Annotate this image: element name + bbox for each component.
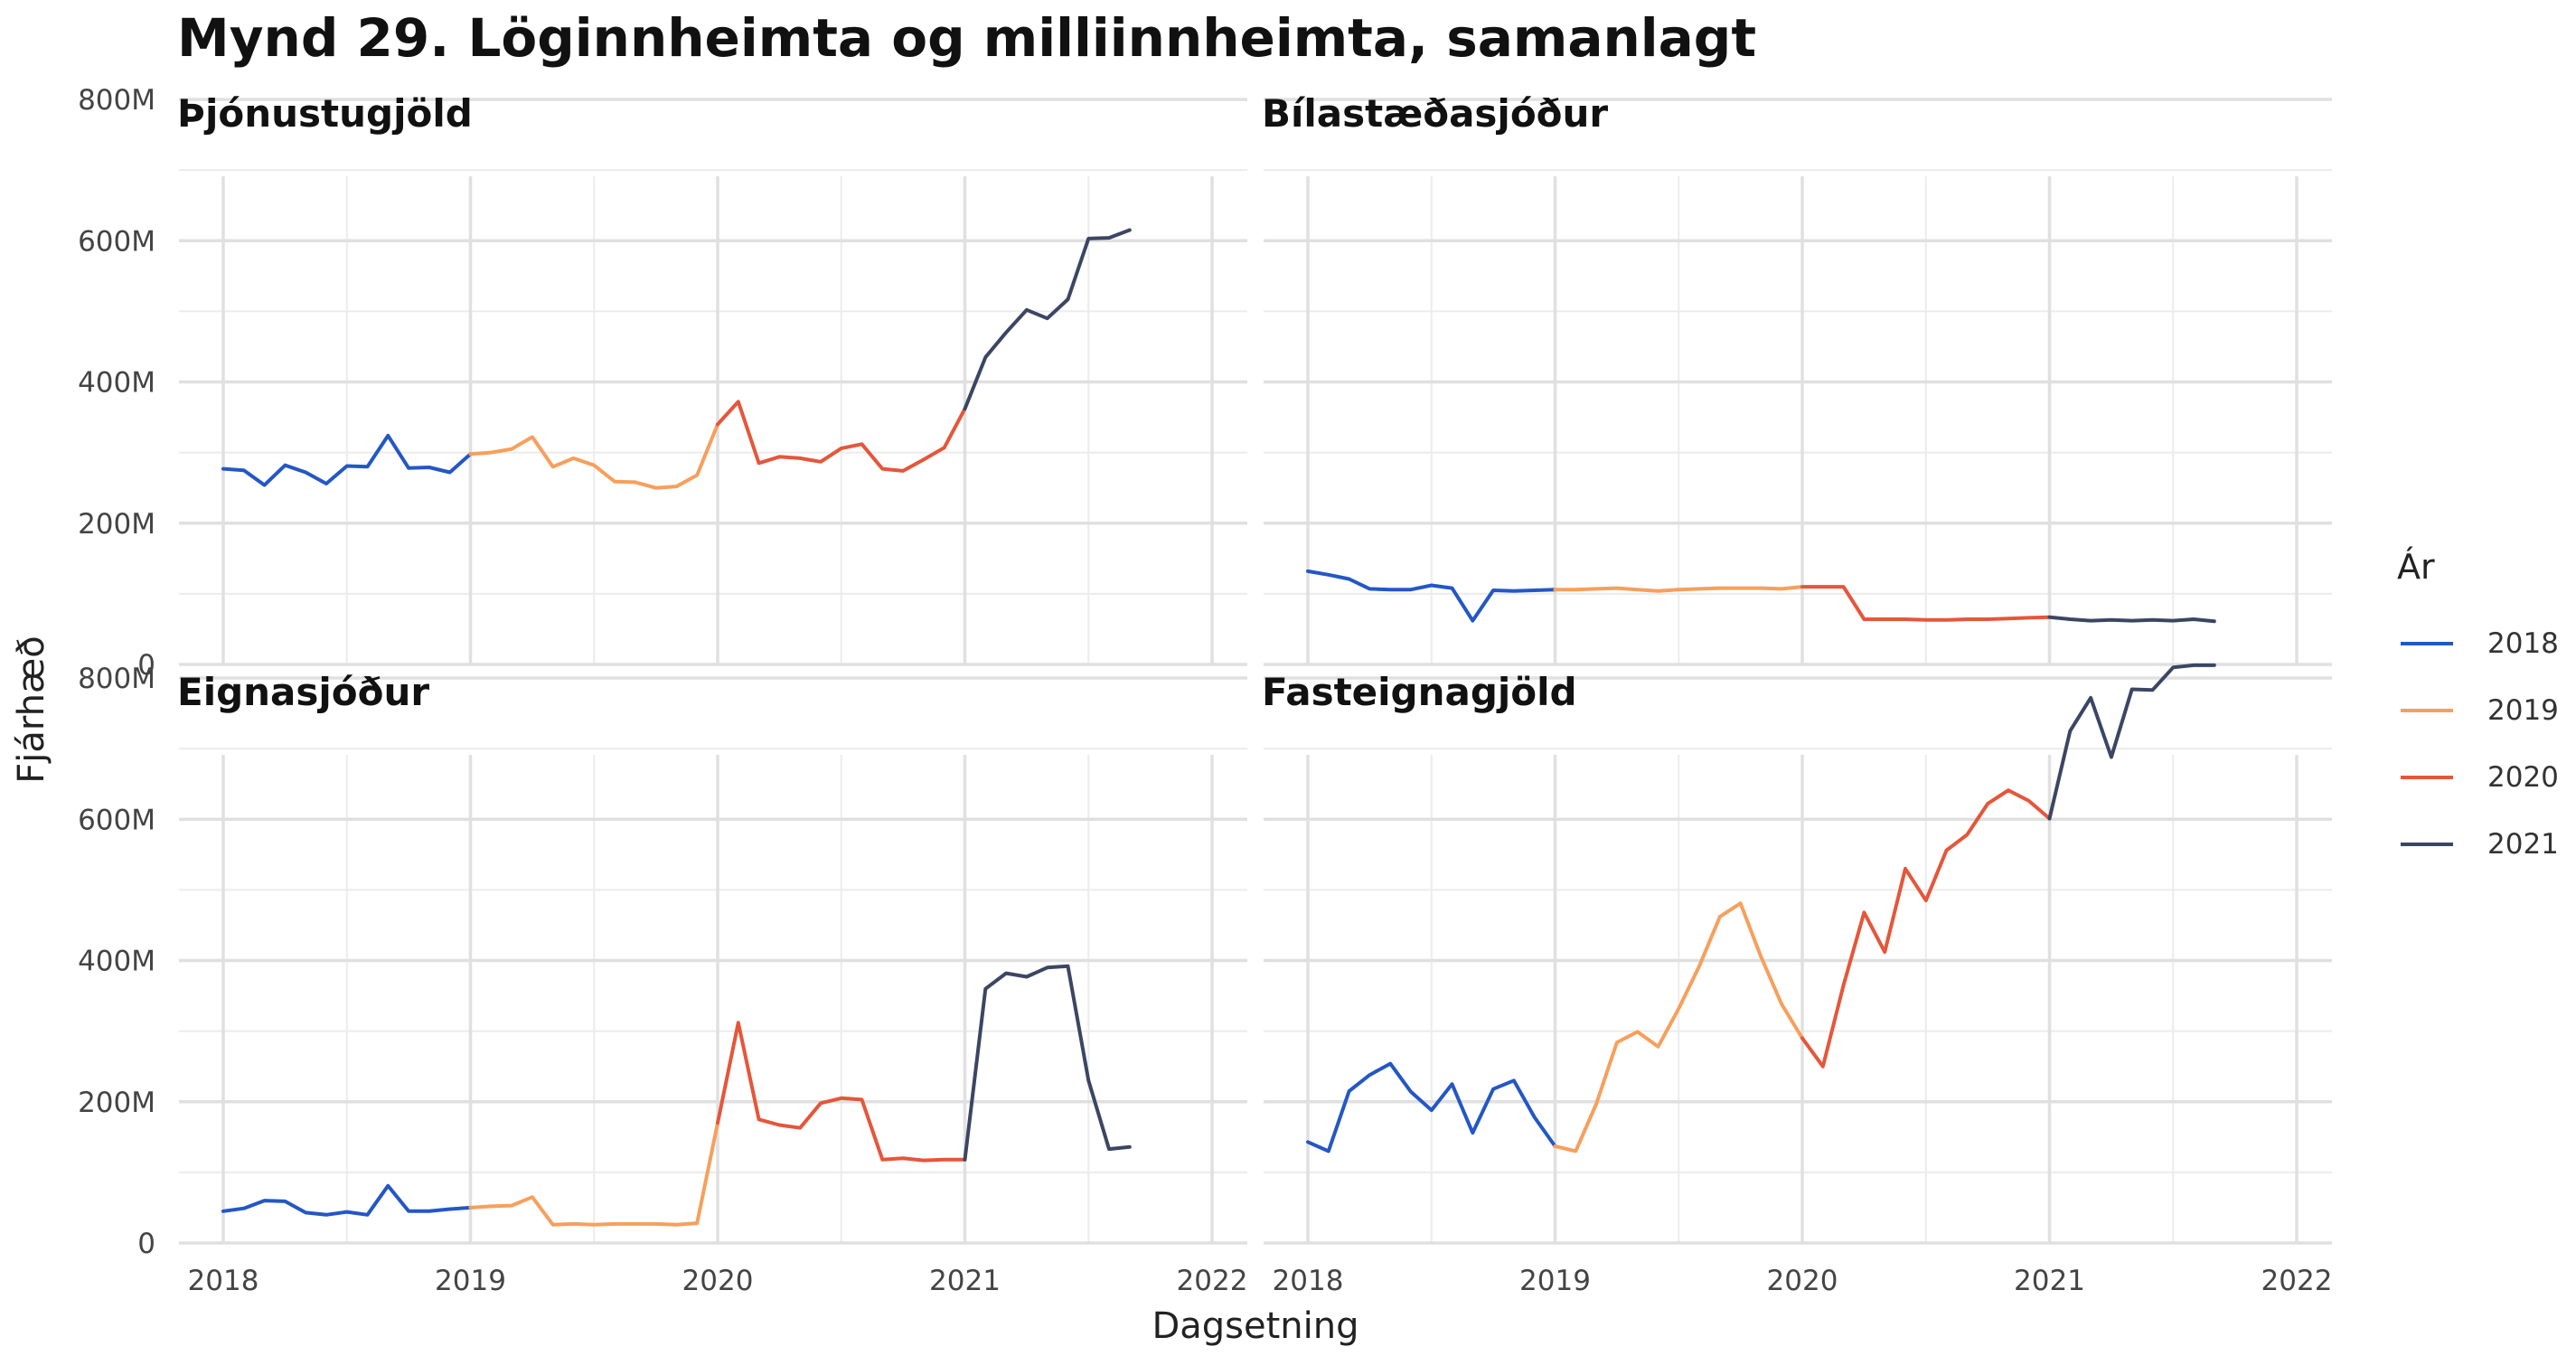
legend-item-2021: 2021 (2401, 826, 2559, 862)
x-tick-label: 2020 (682, 1265, 754, 1297)
series-line-2021 (963, 964, 1132, 1162)
y-tick-label: 0 (137, 1228, 155, 1260)
facet-title: Fasteignagjöld (1262, 670, 1577, 714)
legend-label-2018: 2018 (2487, 627, 2559, 660)
y-tick-label: 400M (78, 367, 155, 400)
y-tick-label: 200M (78, 1087, 155, 1119)
x-tick-label: 2022 (2261, 1265, 2333, 1297)
legend-item-2018: 2018 (2401, 626, 2559, 662)
series-line-2019 (468, 1121, 719, 1227)
y-tick-label: 200M (78, 508, 155, 541)
series-line-2020 (1800, 585, 2052, 622)
legend-label-2021: 2021 (2487, 828, 2559, 861)
y-tick-label: 800M (78, 84, 155, 117)
series-line-2018 (221, 1183, 473, 1217)
y-tick-label: 0 (137, 649, 155, 682)
legend-label-2020: 2020 (2487, 761, 2559, 794)
series-line-2019 (1553, 585, 1804, 593)
legend-item-2020: 2020 (2401, 759, 2559, 796)
x-axis-label: Dagsetning (1152, 1305, 1359, 1347)
x-tick-label: 2019 (1519, 1265, 1591, 1297)
legend-swatch-2020 (2401, 776, 2453, 779)
series-line-2021 (2047, 663, 2216, 821)
series-line-2018 (1306, 569, 1557, 623)
x-tick-label: 2021 (929, 1265, 1001, 1297)
x-tick-label: 2019 (435, 1265, 506, 1297)
y-axis-label: Fjárhæð (11, 636, 52, 783)
y-tick-label: 800M (78, 663, 155, 695)
series-line-2019 (1553, 901, 1804, 1154)
x-tick-label: 2018 (1273, 1265, 1344, 1297)
chart-title: Mynd 29. Löginnheimta og milliinnheimta,… (177, 7, 1757, 69)
legend-title: Ár (2397, 547, 2435, 587)
series-line-2020 (1800, 788, 2052, 1069)
legend-swatch-2019 (2401, 709, 2453, 712)
facet-title: Eignasjóður (177, 670, 429, 714)
series-line-2018 (1306, 1061, 1557, 1154)
x-tick-label: 2018 (188, 1265, 259, 1297)
y-tick-label: 400M (78, 946, 155, 978)
series-line-2021 (963, 228, 1132, 411)
y-tick-label: 600M (78, 804, 155, 836)
legend-swatch-2021 (2401, 843, 2453, 846)
legend-label-2019: 2019 (2487, 694, 2559, 727)
series-line-2019 (468, 422, 719, 490)
y-tick-label: 600M (78, 225, 155, 258)
facet-title: Þjónustugjöld (177, 91, 473, 136)
series-line-2018 (221, 433, 473, 487)
x-tick-label: 2022 (1177, 1265, 1248, 1297)
x-tick-label: 2021 (2014, 1265, 2085, 1297)
series-line-2021 (2047, 615, 2216, 624)
x-tick-label: 2020 (1767, 1265, 1838, 1297)
legend-item-2019: 2019 (2401, 692, 2559, 729)
series-line-2020 (716, 400, 967, 473)
facet-title: Bílastæðasjóður (1262, 91, 1608, 136)
legend-swatch-2018 (2401, 642, 2453, 645)
series-line-2020 (716, 1021, 967, 1163)
